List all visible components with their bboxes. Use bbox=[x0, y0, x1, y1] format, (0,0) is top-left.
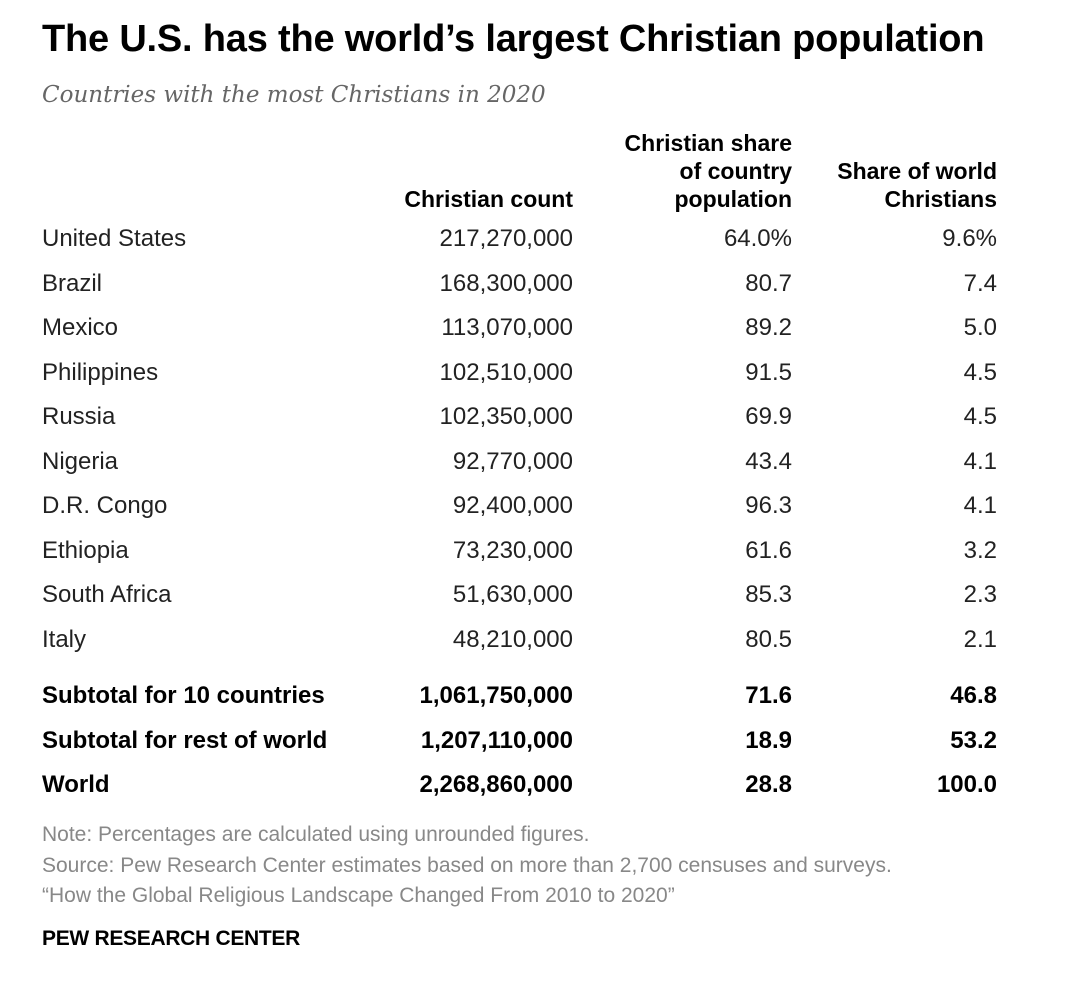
column-header-line: population bbox=[674, 186, 792, 212]
cell-share: 91.5 bbox=[745, 359, 792, 386]
country-label: Nigeria bbox=[42, 448, 119, 475]
country-label: United States bbox=[42, 225, 187, 252]
cell-count: 73,230,000 bbox=[452, 537, 573, 564]
cell-world: 3.2 bbox=[963, 537, 997, 564]
cell-count: 51,630,000 bbox=[452, 581, 573, 608]
cell-world: 7.4 bbox=[963, 270, 997, 297]
country-label: Philippines bbox=[42, 359, 159, 386]
column-header-line: of country bbox=[679, 158, 792, 184]
cell-share: 64.0% bbox=[723, 225, 792, 252]
cell-share: 96.3 bbox=[745, 492, 792, 519]
cell-world: 100.0 bbox=[936, 771, 997, 798]
cell-count: 217,270,000 bbox=[439, 225, 573, 252]
brand-logo-text: PEW RESEARCH CENTER bbox=[42, 927, 300, 950]
cell-count: 1,207,110,000 bbox=[420, 727, 573, 754]
column-header-world: Share of world Christians bbox=[837, 157, 997, 213]
column-header-line: Christian count bbox=[404, 186, 573, 212]
country-label: Ethiopia bbox=[42, 537, 129, 564]
source-line: Source: Pew Research Center estimates ba… bbox=[42, 853, 892, 877]
column-header-line: Share of world bbox=[837, 158, 997, 184]
cell-world: 53.2 bbox=[950, 727, 997, 754]
cell-share: 80.5 bbox=[745, 626, 792, 653]
total-row-label: Subtotal for 10 countries bbox=[42, 682, 325, 709]
country-label: Russia bbox=[42, 403, 116, 430]
cell-share: 18.9 bbox=[745, 727, 792, 754]
cell-world: 9.6% bbox=[942, 225, 997, 252]
cell-share: 71.6 bbox=[745, 682, 792, 709]
cell-count: 1,061,750,000 bbox=[419, 682, 573, 709]
cell-share: 89.2 bbox=[745, 314, 792, 341]
cell-count: 92,770,000 bbox=[452, 448, 573, 475]
cell-world: 2.3 bbox=[963, 581, 997, 608]
cell-world: 4.5 bbox=[963, 403, 997, 430]
cell-share: 28.8 bbox=[745, 771, 792, 798]
cell-count: 2,268,860,000 bbox=[419, 771, 573, 798]
column-header-line: Christians bbox=[884, 186, 997, 212]
column-header-count: Christian count bbox=[404, 185, 573, 213]
country-label: Mexico bbox=[42, 314, 119, 341]
cell-share: 43.4 bbox=[745, 448, 792, 475]
chart-title: The U.S. has the world’s largest Christi… bbox=[42, 18, 985, 60]
country-label: D.R. Congo bbox=[42, 492, 168, 519]
cell-world: 2.1 bbox=[963, 626, 997, 653]
cell-world: 4.1 bbox=[963, 448, 997, 475]
column-header-line: Christian share bbox=[624, 130, 792, 156]
country-label: Brazil bbox=[42, 270, 103, 297]
cell-world: 4.1 bbox=[963, 492, 997, 519]
cell-count: 102,350,000 bbox=[439, 403, 573, 430]
cell-world: 4.5 bbox=[963, 359, 997, 386]
cell-share: 80.7 bbox=[745, 270, 792, 297]
column-header-share: Christian share of country population bbox=[625, 129, 792, 213]
cell-count: 92,400,000 bbox=[452, 492, 573, 519]
total-row-label: Subtotal for rest of world bbox=[42, 727, 328, 754]
cell-count: 48,210,000 bbox=[452, 626, 573, 653]
cell-count: 168,300,000 bbox=[439, 270, 573, 297]
cell-world: 46.8 bbox=[950, 682, 997, 709]
total-row-label: World bbox=[42, 771, 110, 798]
cell-share: 61.6 bbox=[745, 537, 792, 564]
country-label: Italy bbox=[42, 626, 87, 653]
cell-world: 5.0 bbox=[963, 314, 997, 341]
report-title-line: “How the Global Religious Landscape Chan… bbox=[42, 884, 675, 907]
notes: Note: Percentages are calculated using u… bbox=[42, 820, 892, 912]
chart-subtitle: Countries with the most Christians in 20… bbox=[42, 82, 546, 108]
note-line: Note: Percentages are calculated using u… bbox=[42, 823, 590, 846]
cell-count: 102,510,000 bbox=[439, 359, 573, 386]
cell-count: 113,070,000 bbox=[441, 314, 573, 341]
cell-share: 85.3 bbox=[745, 581, 792, 608]
country-label: South Africa bbox=[42, 581, 172, 608]
cell-share: 69.9 bbox=[745, 403, 792, 430]
